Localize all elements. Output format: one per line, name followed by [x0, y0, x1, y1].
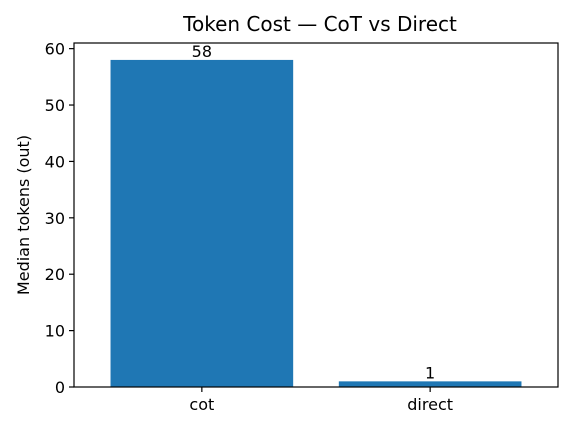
- y-tick-label-30: 30: [45, 209, 65, 228]
- x-tick-label-cot: cot: [189, 395, 214, 414]
- y-tick-label-10: 10: [45, 322, 65, 341]
- x-tick-label-direct: direct: [407, 395, 453, 414]
- bar-labels-layer: 58 1: [192, 42, 436, 382]
- y-axis: 0 10 20 30 40 50 60: [45, 40, 74, 397]
- bar-value-label-direct: 1: [425, 363, 435, 382]
- y-tick-label-0: 0: [55, 378, 65, 397]
- y-tick-label-60: 60: [45, 40, 65, 59]
- bar-value-label-cot: 58: [192, 42, 212, 61]
- bar-direct: [338, 381, 522, 387]
- y-axis-label: Median tokens (out): [14, 135, 33, 295]
- bars-layer: [110, 59, 522, 388]
- bar-cot: [110, 59, 294, 388]
- plot-frame: [73, 42, 559, 388]
- y-tick-label-50: 50: [45, 96, 65, 115]
- chart-title: Token Cost — CoT vs Direct: [182, 12, 457, 36]
- x-axis: cot direct: [189, 387, 453, 414]
- y-tick-label-40: 40: [45, 152, 65, 171]
- y-tick-label-20: 20: [45, 265, 65, 284]
